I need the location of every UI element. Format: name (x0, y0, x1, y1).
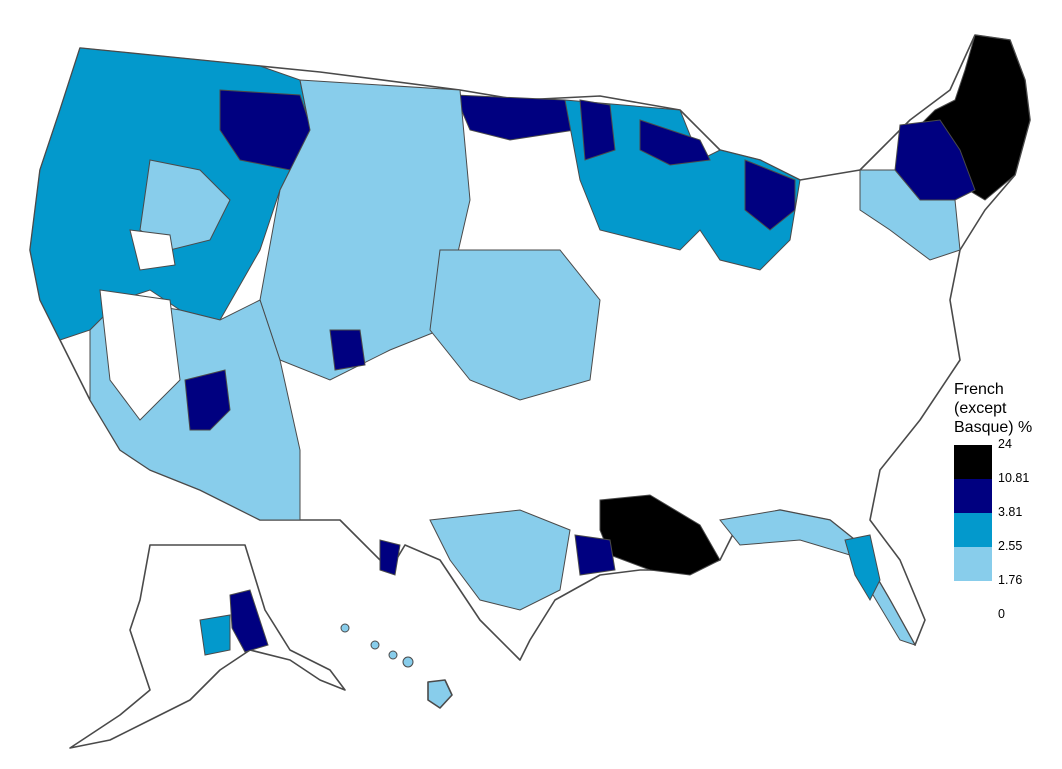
legend-break-label: 3.81 (998, 505, 1023, 519)
hawaii-island (388, 650, 398, 660)
legend-scale: 24 10.81 3.81 2.55 1.76 0 (954, 437, 1054, 635)
region-utah-dark (329, 329, 366, 371)
legend-break-label: 2.55 (998, 539, 1023, 553)
region-texas-dark (379, 539, 401, 576)
region-arizona-dark (184, 369, 231, 431)
hawaii-island (402, 656, 414, 668)
region-texas-light (429, 509, 571, 611)
region-upper-peninsula-dark (639, 119, 711, 166)
legend-swatch (954, 581, 992, 615)
legend-swatch (954, 445, 992, 479)
legend-swatch (954, 513, 992, 547)
region-northwest-light (139, 159, 231, 251)
region-central-light (429, 249, 601, 401)
legend: French (except Basque) % 24 10.81 3.81 2… (954, 380, 1054, 635)
region-nevada-white (99, 289, 181, 421)
legend-title-line: French (954, 381, 1004, 398)
region-michigan-dark (744, 159, 796, 231)
region-mn-north-dark (454, 94, 576, 141)
region-louisiana (599, 494, 721, 576)
legend-break-label: 10.81 (998, 471, 1030, 485)
region-mn-blue (579, 99, 616, 161)
region-florida-blue (844, 534, 881, 602)
region-plains-light (259, 79, 471, 381)
hawaii-island (340, 623, 350, 633)
region-louisiana-blue (574, 534, 616, 576)
legend-break-label: 0 (998, 607, 1005, 621)
legend-title-line: (except (954, 400, 1007, 417)
legend-swatch (954, 479, 992, 513)
hawaii-island (370, 640, 380, 650)
alaska-dark (229, 589, 269, 653)
hawaii (427, 679, 453, 709)
legend-title-line: Basque) % (954, 419, 1033, 436)
legend-swatch (954, 547, 992, 581)
legend-break-label: 1.76 (998, 573, 1023, 587)
region-nw-white (129, 229, 176, 271)
legend-title: French (except Basque) % (954, 380, 1054, 437)
region-east-coast-light (859, 169, 961, 261)
legend-break-label: 24 (998, 437, 1012, 451)
alaska-blue (199, 614, 231, 656)
